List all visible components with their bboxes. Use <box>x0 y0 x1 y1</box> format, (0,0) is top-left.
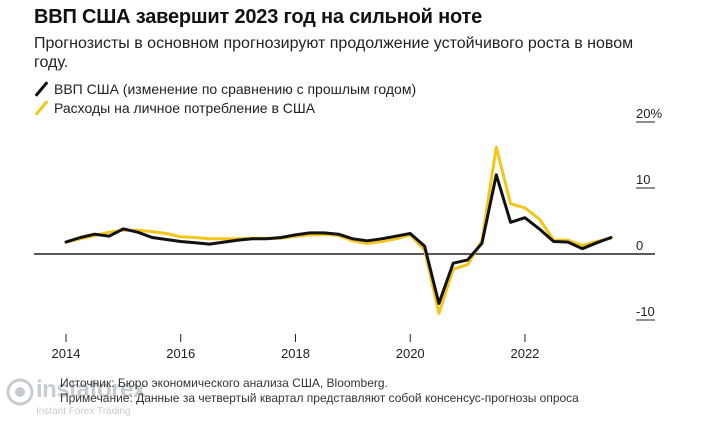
x-tick-label: 2014 <box>52 346 81 361</box>
x-tick-label: 2022 <box>510 346 539 361</box>
source-line-1: Источник: Бюро экономического анализа СШ… <box>60 376 388 390</box>
x-tick-label: 2020 <box>396 346 425 361</box>
x-tick-label: 2016 <box>166 346 195 361</box>
y-tick-label: 0 <box>636 238 643 253</box>
y-tick-label: 20% <box>636 106 662 121</box>
series-line-gdp <box>64 173 613 305</box>
source-line-2: Примечание: Данные за четвертый квартал … <box>60 391 579 405</box>
chart-title: ВВП США завершит 2023 год на сильной нот… <box>34 6 483 28</box>
y-tick-label: -10 <box>636 304 655 319</box>
x-tick-label: 2018 <box>281 346 310 361</box>
y-tick-label: 10 <box>636 172 650 187</box>
series-line-pce <box>64 145 613 315</box>
legend-label-pce: Расходы на личное потребление в США <box>54 99 316 116</box>
source-note: Источник: Бюро экономического анализа СШ… <box>60 376 579 406</box>
legend-item-pce: Расходы на личное потребление в США <box>34 98 416 117</box>
legend: ВВП США (изменение по сравнению с прошлы… <box>34 79 416 117</box>
chart-subtitle: Прогнозисты в основном прогнозируют прод… <box>34 35 634 71</box>
legend-item-gdp: ВВП США (изменение по сравнению с прошлы… <box>34 79 416 98</box>
legend-label-gdp: ВВП США (изменение по сравнению с прошлы… <box>54 80 417 97</box>
